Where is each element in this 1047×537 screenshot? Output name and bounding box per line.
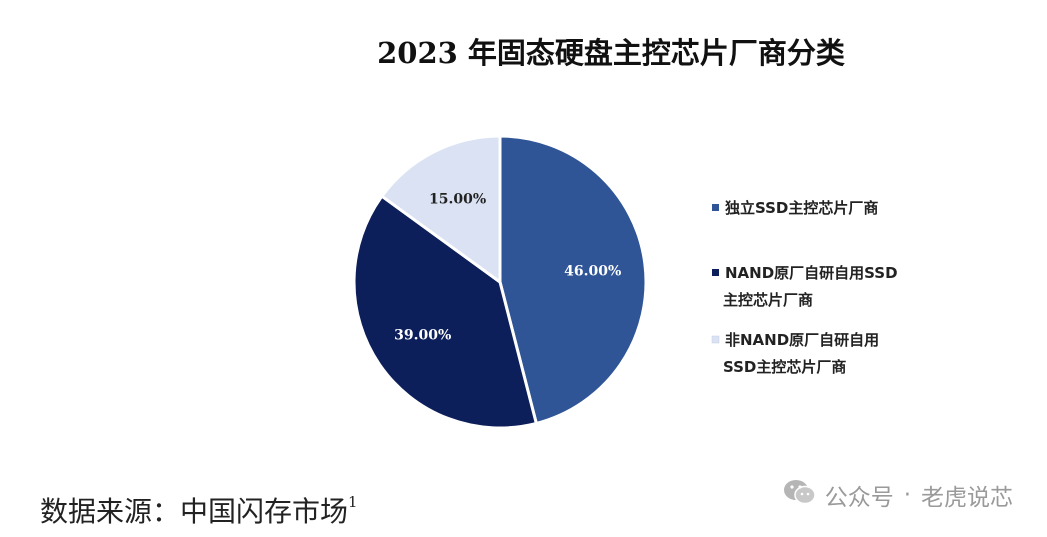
watermark: 公众号 · 老虎说芯 [783, 478, 1013, 512]
wechat-icon [783, 478, 817, 512]
legend-label: NAND原厂自研自用SSD [725, 264, 898, 282]
legend-label: 主控芯片厂商 [723, 291, 813, 309]
data-source-text: 数据来源：中国闪存市场 [40, 495, 349, 528]
slice-data-label: 46.00% [564, 263, 621, 279]
watermark-account: 公众号 [824, 485, 894, 511]
pie-slice [498, 134, 648, 426]
legend-marker [712, 269, 719, 276]
data-source: 数据来源：中国闪存市场1 [40, 490, 358, 530]
pie-slice [352, 194, 539, 430]
legend-label: 非NAND原厂自研自用 [725, 331, 879, 349]
pie-slice [379, 134, 502, 285]
source-footnote: 1 [348, 492, 358, 511]
legend-marker [712, 204, 719, 211]
watermark-separator: · [903, 482, 911, 508]
watermark-name: 老虎说芯 [921, 485, 1013, 511]
slice-data-label: 39.00% [394, 328, 451, 344]
legend-label: 独立SSD主控芯片厂商 [725, 199, 878, 217]
legend-marker [711, 335, 720, 344]
slice-data-label: 15.00% [429, 192, 486, 208]
legend-label: SSD主控芯片厂商 [723, 358, 846, 376]
chart-title: 2023 年固态硬盘主控芯片厂商分类 [377, 36, 845, 70]
